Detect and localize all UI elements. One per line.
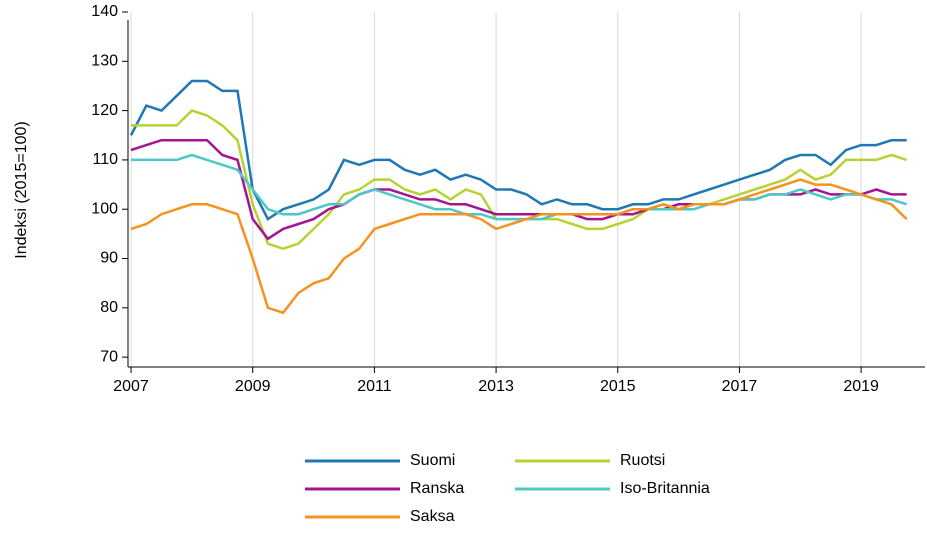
- series-line: [129, 79, 907, 221]
- x-tick-label: 2019: [843, 378, 879, 395]
- series-line: [130, 178, 908, 315]
- series-line: [131, 109, 908, 251]
- legend-label: Ruotsi: [620, 452, 665, 469]
- y-tick-label: 70: [100, 348, 118, 365]
- y-tick-label: 130: [91, 53, 118, 70]
- x-tick-label: 2017: [722, 378, 758, 395]
- y-axis-title: Indeksi (2015=100): [13, 121, 30, 258]
- legend-label: Iso-Britannia: [620, 480, 710, 497]
- y-tick-label: 120: [91, 102, 118, 119]
- y-tick-label: 100: [91, 200, 118, 217]
- x-tick-label: 2009: [235, 378, 271, 395]
- legend-label: Suomi: [410, 452, 455, 469]
- y-tick-label: 90: [100, 250, 118, 267]
- series-line: [131, 153, 908, 221]
- x-tick-label: 2007: [113, 378, 149, 395]
- legend-label: Ranska: [410, 480, 464, 497]
- y-tick-label: 80: [100, 299, 118, 316]
- y-tick-label: 140: [91, 3, 118, 20]
- y-tick-label: 110: [92, 151, 118, 168]
- x-tick-label: 2011: [357, 378, 392, 395]
- x-tick-label: 2015: [600, 378, 636, 395]
- x-tick-label: 2013: [478, 378, 514, 395]
- legend-label: Saksa: [410, 508, 455, 525]
